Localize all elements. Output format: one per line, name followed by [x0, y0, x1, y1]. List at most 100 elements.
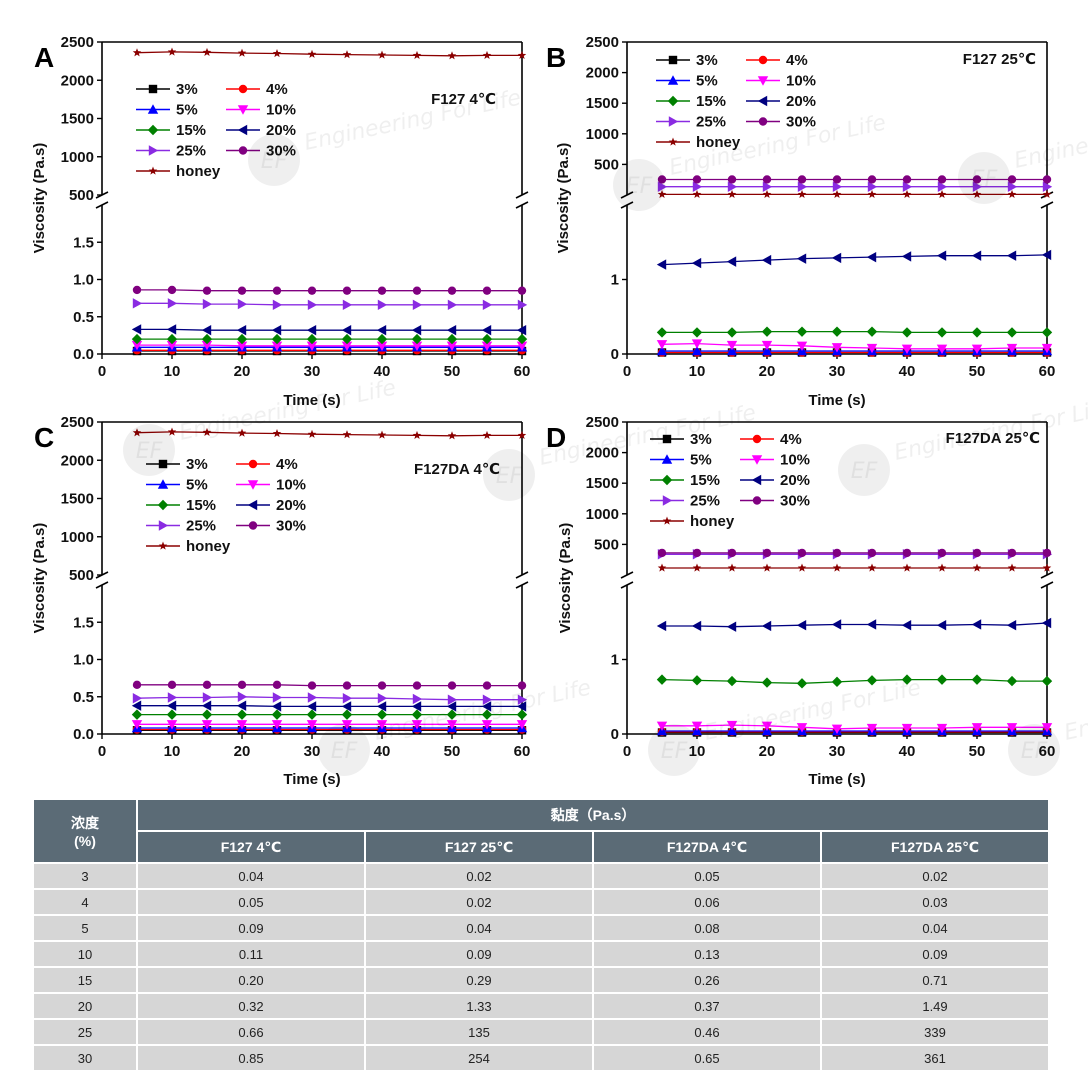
- y-tick-label: 1500: [586, 95, 619, 112]
- y-axis-label: Viscosity (Pa.s): [557, 523, 574, 634]
- data-point: [1006, 327, 1018, 338]
- legend-marker: [158, 459, 168, 469]
- x-tick-label: 40: [899, 363, 916, 380]
- data-point: [831, 676, 843, 688]
- data-point: [692, 181, 703, 192]
- data-point: [412, 430, 422, 440]
- legend-label: 4%: [786, 52, 808, 69]
- data-point: [831, 724, 843, 734]
- data-point: [972, 189, 982, 199]
- data-point: [447, 299, 458, 311]
- chart-panel-c: 0 10 20 30 40 50 60 0.0 0.5 1.0 1.5 500 1000 1500 2000…: [31, 414, 530, 788]
- data-point: [132, 680, 142, 690]
- legend-marker: [668, 55, 678, 65]
- data-point: [272, 428, 282, 438]
- data-point: [867, 563, 877, 572]
- data-point: [692, 175, 702, 184]
- data-point: [517, 430, 527, 440]
- data-point: [516, 324, 527, 336]
- series-20pct: [656, 617, 1052, 632]
- viscosity-cell: 0.02: [820, 862, 1050, 890]
- data-point: [937, 175, 947, 184]
- viscosity-cell: 0.05: [136, 888, 366, 916]
- viscosity-table: 浓度 (%) 黏度（Pa.s） F127 4℃ F127 25℃ F127DA …: [32, 798, 1050, 1072]
- data-point: [307, 681, 317, 690]
- viscosity-cell: 0.09: [136, 914, 366, 942]
- data-point: [1042, 181, 1053, 192]
- data-point: [271, 720, 283, 730]
- y-tick-label: 2500: [61, 414, 94, 431]
- data-point: [796, 723, 808, 733]
- data-point: [167, 47, 177, 56]
- axis-break-mark: [515, 191, 529, 199]
- viscosity-cell: 0.08: [592, 914, 822, 942]
- data-point: [132, 285, 142, 295]
- watermark-logo-circle: [1008, 724, 1060, 776]
- data-point: [201, 709, 213, 720]
- data-point: [831, 619, 842, 630]
- data-point: [272, 286, 282, 295]
- series-line: [662, 724, 1047, 730]
- data-point: [236, 333, 248, 345]
- data-point: [516, 720, 528, 730]
- y-tick-label: 1000: [61, 149, 94, 166]
- watermark-logo-circle: [318, 724, 370, 776]
- data-point: [342, 299, 353, 311]
- data-point: [132, 428, 142, 437]
- legend-marker: [147, 124, 159, 136]
- data-point: [797, 181, 808, 192]
- data-point: [411, 324, 422, 336]
- data-point: [867, 189, 877, 199]
- legend-label: 15%: [696, 93, 726, 110]
- data-point: [1006, 723, 1018, 733]
- legend-item: 20%: [740, 472, 810, 489]
- y-tick-label: 1: [611, 652, 619, 669]
- data-point: [1007, 563, 1017, 572]
- data-point: [412, 693, 423, 705]
- axis-break-mark: [515, 581, 529, 589]
- data-point: [796, 341, 808, 352]
- y-tick-label: 2500: [586, 414, 619, 431]
- column-header: F127 4℃: [136, 830, 366, 864]
- viscosity-cell: 0.05: [592, 862, 822, 890]
- x-tick-label: 60: [1039, 743, 1056, 760]
- y-axis-label: Viscosity (Pa.s): [555, 143, 572, 254]
- viscosity-figure: 0 10 20 30 40 50 600.00.51.01.5500100015002000…: [31, 34, 1088, 788]
- viscosity-cell: 0.65: [592, 1044, 822, 1072]
- series-line: [661, 254, 1048, 266]
- viscosity-cell: 0.09: [820, 940, 1050, 968]
- legend: 3% 4% 5% 10% 15% 20% 25% 30% honey: [146, 456, 306, 555]
- legend-item: 30%: [740, 493, 810, 510]
- table-row: 4 0.05 0.02 0.06 0.03: [32, 888, 1050, 916]
- series-4pct: [657, 348, 1052, 357]
- data-point: [377, 693, 388, 704]
- data-point: [762, 189, 772, 199]
- data-point: [797, 189, 807, 199]
- data-point: [481, 720, 493, 730]
- data-point: [306, 720, 318, 730]
- y-tick-label: 1: [611, 272, 619, 289]
- data-point: [516, 333, 528, 345]
- panel-letter: B: [546, 42, 566, 73]
- data-point: [132, 693, 143, 704]
- legend-marker: [238, 84, 248, 94]
- series-line: [137, 684, 522, 687]
- data-point: [237, 691, 248, 702]
- data-point: [517, 50, 527, 60]
- data-point: [411, 333, 423, 345]
- data-point: [482, 430, 492, 440]
- data-point: [167, 427, 177, 436]
- concentration-cell: 30: [32, 1044, 138, 1072]
- legend-label: 3%: [176, 81, 198, 98]
- data-point: [306, 341, 318, 352]
- series-line: [662, 622, 1048, 628]
- y-tick-label: 1.0: [73, 652, 94, 669]
- series-25pct: [132, 298, 528, 311]
- legend-label: 20%: [780, 472, 810, 489]
- legend-item: 25%: [146, 518, 216, 535]
- series-line: [136, 431, 522, 437]
- series-line: [136, 696, 522, 701]
- data-point: [1041, 327, 1053, 338]
- legend-item: 4%: [236, 456, 298, 473]
- viscosity-cell: 0.37: [592, 992, 822, 1020]
